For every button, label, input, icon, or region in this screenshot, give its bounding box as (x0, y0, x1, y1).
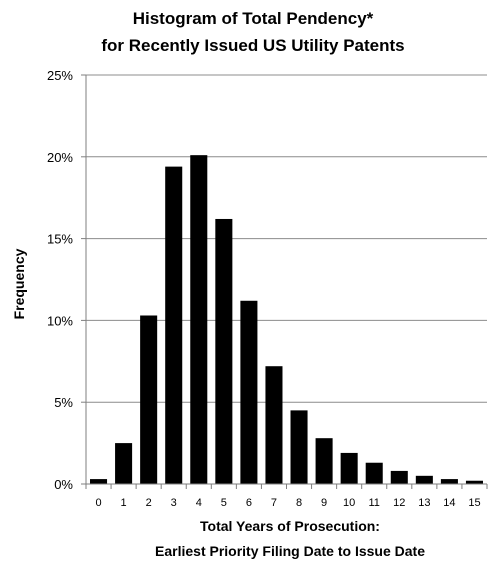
x-tick-label: 15 (468, 497, 480, 509)
x-axis-title-line-2: Earliest Priority Filing Date to Issue D… (155, 543, 425, 559)
bar-6 (240, 300, 258, 484)
x-tick-labels: 0 1 2 3 4 5 6 7 8 9 10 11 12 13 14 15 (95, 497, 480, 509)
x-tick-label: 9 (321, 497, 327, 509)
bar-14 (440, 479, 458, 484)
x-axis-title: Total Years of Prosecution: Earliest Pri… (155, 518, 425, 559)
x-tick-label: 3 (171, 497, 177, 509)
x-tick-label: 7 (271, 497, 277, 509)
x-tick-label: 13 (418, 497, 430, 509)
x-tick-label: 0 (95, 497, 101, 509)
bar-10 (340, 452, 358, 484)
x-tick-label: 4 (196, 497, 202, 509)
bar-2 (140, 315, 158, 484)
bar-11 (365, 462, 383, 484)
bar-3 (165, 166, 183, 484)
bar-13 (415, 475, 433, 484)
y-axis-title: Frequency (11, 248, 27, 319)
bar-1 (115, 443, 133, 484)
bar-9 (315, 438, 333, 484)
bar-7 (265, 366, 283, 484)
x-tick-label: 1 (121, 497, 127, 509)
bar-8 (290, 410, 308, 484)
chart-title-line-1: Histogram of Total Pendency* (133, 9, 374, 28)
y-tick-label: 10% (47, 313, 73, 328)
axes (85, 75, 488, 489)
bar-5 (215, 218, 233, 484)
y-tick-label: 5% (54, 395, 73, 410)
x-tick-label: 2 (146, 497, 152, 509)
y-tick-label: 20% (47, 150, 73, 165)
x-axis-title-line-1: Total Years of Prosecution: (200, 518, 380, 534)
bar-12 (390, 470, 408, 484)
x-tick-label: 8 (296, 497, 302, 509)
bar-15 (465, 480, 483, 484)
y-tick-label: 25% (47, 68, 73, 83)
bar-0 (90, 479, 108, 484)
x-tick-label: 11 (369, 497, 380, 509)
x-tick-label: 14 (443, 497, 455, 509)
x-tick-label: 10 (343, 497, 355, 509)
bar-4 (190, 155, 208, 484)
bars (90, 155, 483, 484)
y-tick-label: 15% (47, 232, 73, 247)
y-tick-labels: 0% 5% 10% 15% 20% 25% (47, 68, 73, 492)
y-tick-label: 0% (54, 477, 73, 492)
x-tick-label: 5 (221, 497, 227, 509)
x-tick-label: 12 (393, 497, 405, 509)
chart-title: Histogram of Total Pendency* for Recentl… (101, 9, 404, 55)
chart-title-line-2: for Recently Issued US Utility Patents (101, 36, 404, 55)
x-tick-label: 6 (246, 497, 252, 509)
